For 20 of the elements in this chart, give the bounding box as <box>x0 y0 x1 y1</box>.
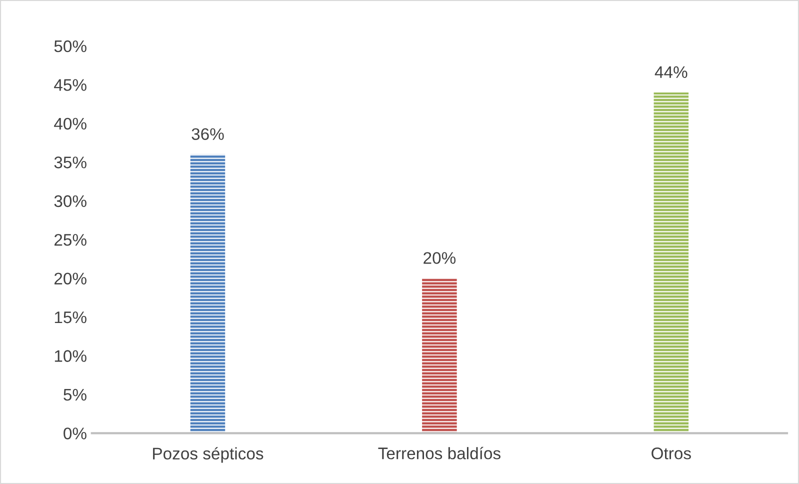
y-tick-label: 15% <box>54 311 86 324</box>
y-tick-label: 10% <box>54 350 86 362</box>
y-tick-label: 0% <box>64 428 86 440</box>
bar <box>654 92 689 434</box>
y-tick-label: 20% <box>54 272 86 285</box>
y-tick-label: 25% <box>54 234 86 246</box>
y-tick-label: 50% <box>54 40 86 52</box>
data-label: 44% <box>654 66 688 78</box>
x-tick-label: Pozos sépticos <box>153 447 264 463</box>
y-tick-label: 30% <box>54 195 86 208</box>
y-tick-label: 45% <box>54 79 86 91</box>
data-label: 36% <box>192 128 224 140</box>
x-tick-label: Terrenos baldíos <box>378 446 500 460</box>
bar <box>422 278 457 434</box>
y-tick-label: 40% <box>54 118 86 130</box>
y-tick-label: 35% <box>54 156 86 168</box>
bar <box>190 154 226 434</box>
data-label: 20% <box>424 252 456 264</box>
x-tick-label: Otros <box>652 448 691 460</box>
y-tick-label: 5% <box>64 388 86 401</box>
